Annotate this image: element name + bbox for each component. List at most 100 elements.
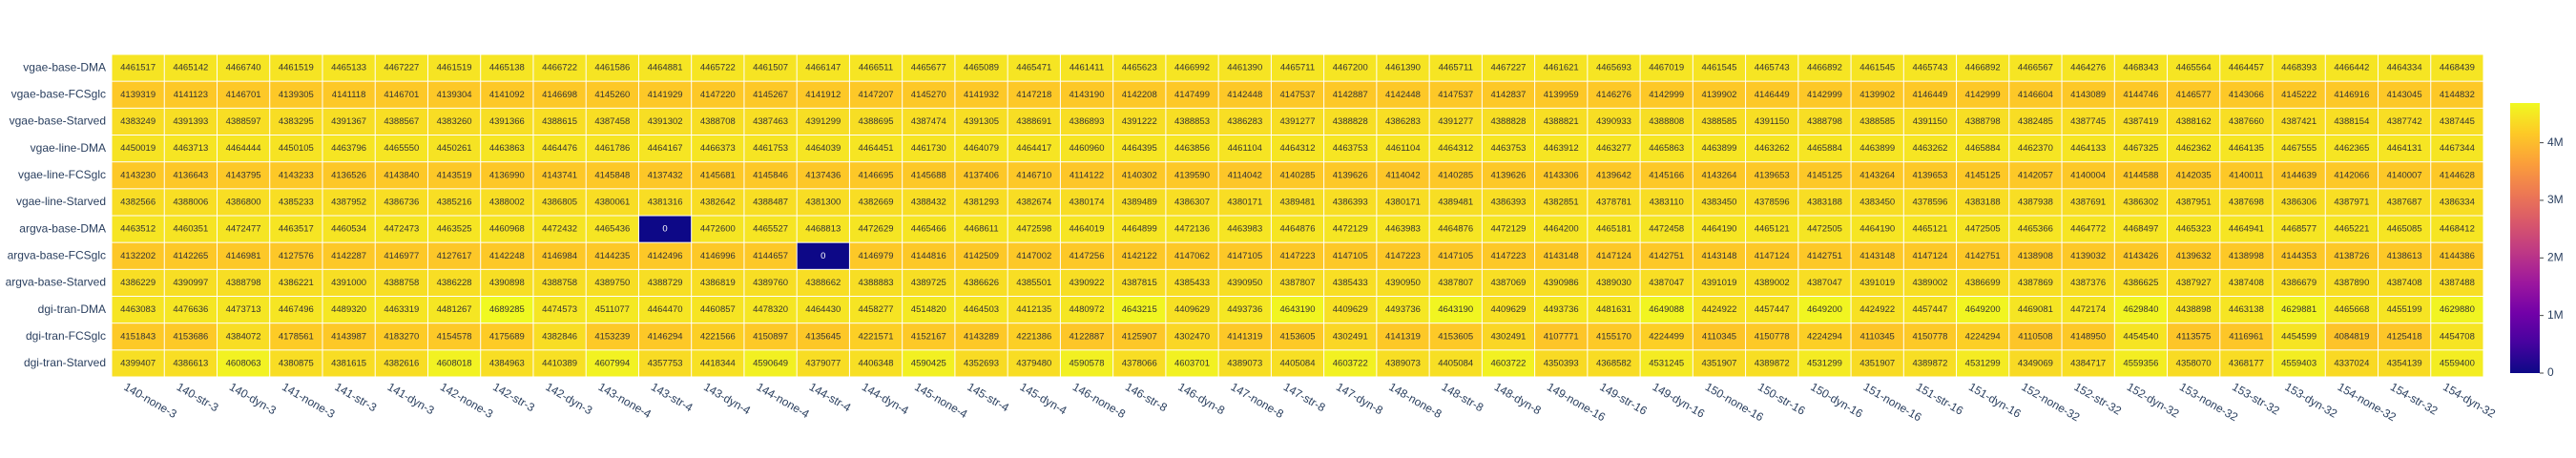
cell-value: 4409629 xyxy=(1174,304,1210,315)
heatmap-cell xyxy=(1798,189,1851,216)
cell-value: 4221386 xyxy=(1016,331,1051,342)
cell-value: 4465677 xyxy=(911,63,946,73)
cell-value: 4143264 xyxy=(1859,170,1895,180)
heatmap-cell xyxy=(1008,189,1060,216)
heatmap-cell xyxy=(1429,350,1482,377)
cell-value: 4154578 xyxy=(437,331,472,342)
cell-value: 4380875 xyxy=(279,358,314,368)
cell-value: 4135645 xyxy=(805,331,841,342)
heatmap-cell xyxy=(2325,81,2379,108)
heatmap-cell xyxy=(164,323,217,350)
heatmap-cell xyxy=(1693,81,1746,108)
cell-value: 4388154 xyxy=(2334,116,2369,127)
heatmap-cell xyxy=(2009,242,2062,269)
cell-value: 4383249 xyxy=(120,116,156,127)
x-tick-label: 153-dyn-32 xyxy=(2283,380,2340,421)
cell-value: 4458277 xyxy=(859,304,894,315)
cell-value: 4608018 xyxy=(437,358,472,368)
cell-value: 4116961 xyxy=(2229,331,2263,342)
heatmap-cell xyxy=(955,162,1008,189)
heatmap-cell xyxy=(2431,81,2483,108)
cell-value: 4146698 xyxy=(542,90,577,100)
heatmap-cell xyxy=(744,216,797,242)
cell-value: 4151843 xyxy=(120,331,156,342)
heatmap-cell xyxy=(1060,81,1113,108)
cell-value: 4481631 xyxy=(1596,304,1631,315)
heatmap-cell xyxy=(1008,108,1060,135)
heatmap-cell xyxy=(638,350,692,377)
cell-value: 4466722 xyxy=(542,63,577,73)
y-tick-label: dgi-tran-DMA xyxy=(38,302,106,316)
heatmap-cell xyxy=(427,135,481,162)
cell-value: 4145270 xyxy=(911,90,946,100)
heatmap-cell xyxy=(1903,135,1957,162)
cell-value: 4385433 xyxy=(1333,278,1368,288)
heatmap-cell xyxy=(1008,350,1060,377)
cell-value: 4464876 xyxy=(1280,224,1316,235)
heatmap-cell xyxy=(1377,323,1429,350)
cell-value: 4147105 xyxy=(1438,251,1473,261)
cell-value: 4465623 xyxy=(1122,63,1157,73)
cell-value: 4145688 xyxy=(911,170,946,180)
heatmap-cell xyxy=(2325,162,2379,189)
cell-value: 4147223 xyxy=(1385,251,1421,261)
cell-value: 4110508 xyxy=(2018,331,2052,342)
heatmap-cell xyxy=(2379,350,2431,377)
cell-value: 4387927 xyxy=(2176,278,2212,288)
heatmap-cell xyxy=(586,297,638,323)
heatmap-cell xyxy=(2168,189,2220,216)
heatmap-cell xyxy=(849,350,903,377)
heatmap-cell xyxy=(1271,297,1324,323)
cell-value: 4424922 xyxy=(1701,304,1736,315)
heatmap-cell xyxy=(427,297,481,323)
heatmap-cell xyxy=(1008,81,1060,108)
cell-value: 4465863 xyxy=(1649,143,1684,154)
heatmap-cell xyxy=(322,297,375,323)
cell-value: 4138998 xyxy=(2229,251,2264,261)
heatmap-cell xyxy=(1429,242,1482,269)
heatmap-cell xyxy=(692,54,744,81)
heatmap-cell xyxy=(2273,323,2325,350)
cell-value: 4465471 xyxy=(1016,63,1051,73)
heatmap-cell xyxy=(2273,242,2325,269)
cell-value: 4405084 xyxy=(1438,358,1473,368)
cell-value: 4489320 xyxy=(331,304,366,315)
heatmap-cell xyxy=(1429,297,1482,323)
cell-value: 4464190 xyxy=(1859,224,1895,235)
heatmap-cell xyxy=(2062,269,2114,296)
heatmap-cell xyxy=(375,350,427,377)
heatmap-cell xyxy=(375,189,427,216)
cell-value: 4467227 xyxy=(384,63,419,73)
cell-value: 4349069 xyxy=(2018,358,2053,368)
heatmap-cell xyxy=(1957,108,2009,135)
y-tick-label: argva-base-Starved xyxy=(6,276,106,289)
heatmap-cell xyxy=(744,350,797,377)
heatmap-cell xyxy=(2431,108,2483,135)
x-tick-label: 144-str-4 xyxy=(807,380,854,414)
heatmap-cell xyxy=(1271,54,1324,81)
cell-value: 4142496 xyxy=(648,251,683,261)
cell-value: 4143519 xyxy=(437,170,472,180)
cell-value: 4460857 xyxy=(700,304,736,315)
heatmap-cell xyxy=(903,189,955,216)
heatmap-cell xyxy=(2220,323,2273,350)
heatmap-cell xyxy=(2114,189,2168,216)
heatmap-cell xyxy=(2325,297,2379,323)
heatmap-cell xyxy=(849,269,903,296)
heatmap-cell xyxy=(586,323,638,350)
cell-value: 4382616 xyxy=(384,358,419,368)
cell-value: 4387691 xyxy=(2070,197,2106,207)
heatmap-cell xyxy=(1218,81,1271,108)
heatmap-cell xyxy=(2168,54,2220,81)
heatmap-cell xyxy=(270,242,322,269)
cell-value: 4144628 xyxy=(2440,170,2475,180)
cell-value: 4389002 xyxy=(1912,278,1947,288)
cell-value: 4649200 xyxy=(1807,304,1842,315)
heatmap-cell xyxy=(1535,350,1588,377)
heatmap-cell xyxy=(427,323,481,350)
cell-value: 4388758 xyxy=(542,278,577,288)
heatmap-cell xyxy=(427,54,481,81)
heatmap-cell xyxy=(1798,162,1851,189)
cell-value: 4460968 xyxy=(489,224,525,235)
cell-value: 4137432 xyxy=(648,170,683,180)
